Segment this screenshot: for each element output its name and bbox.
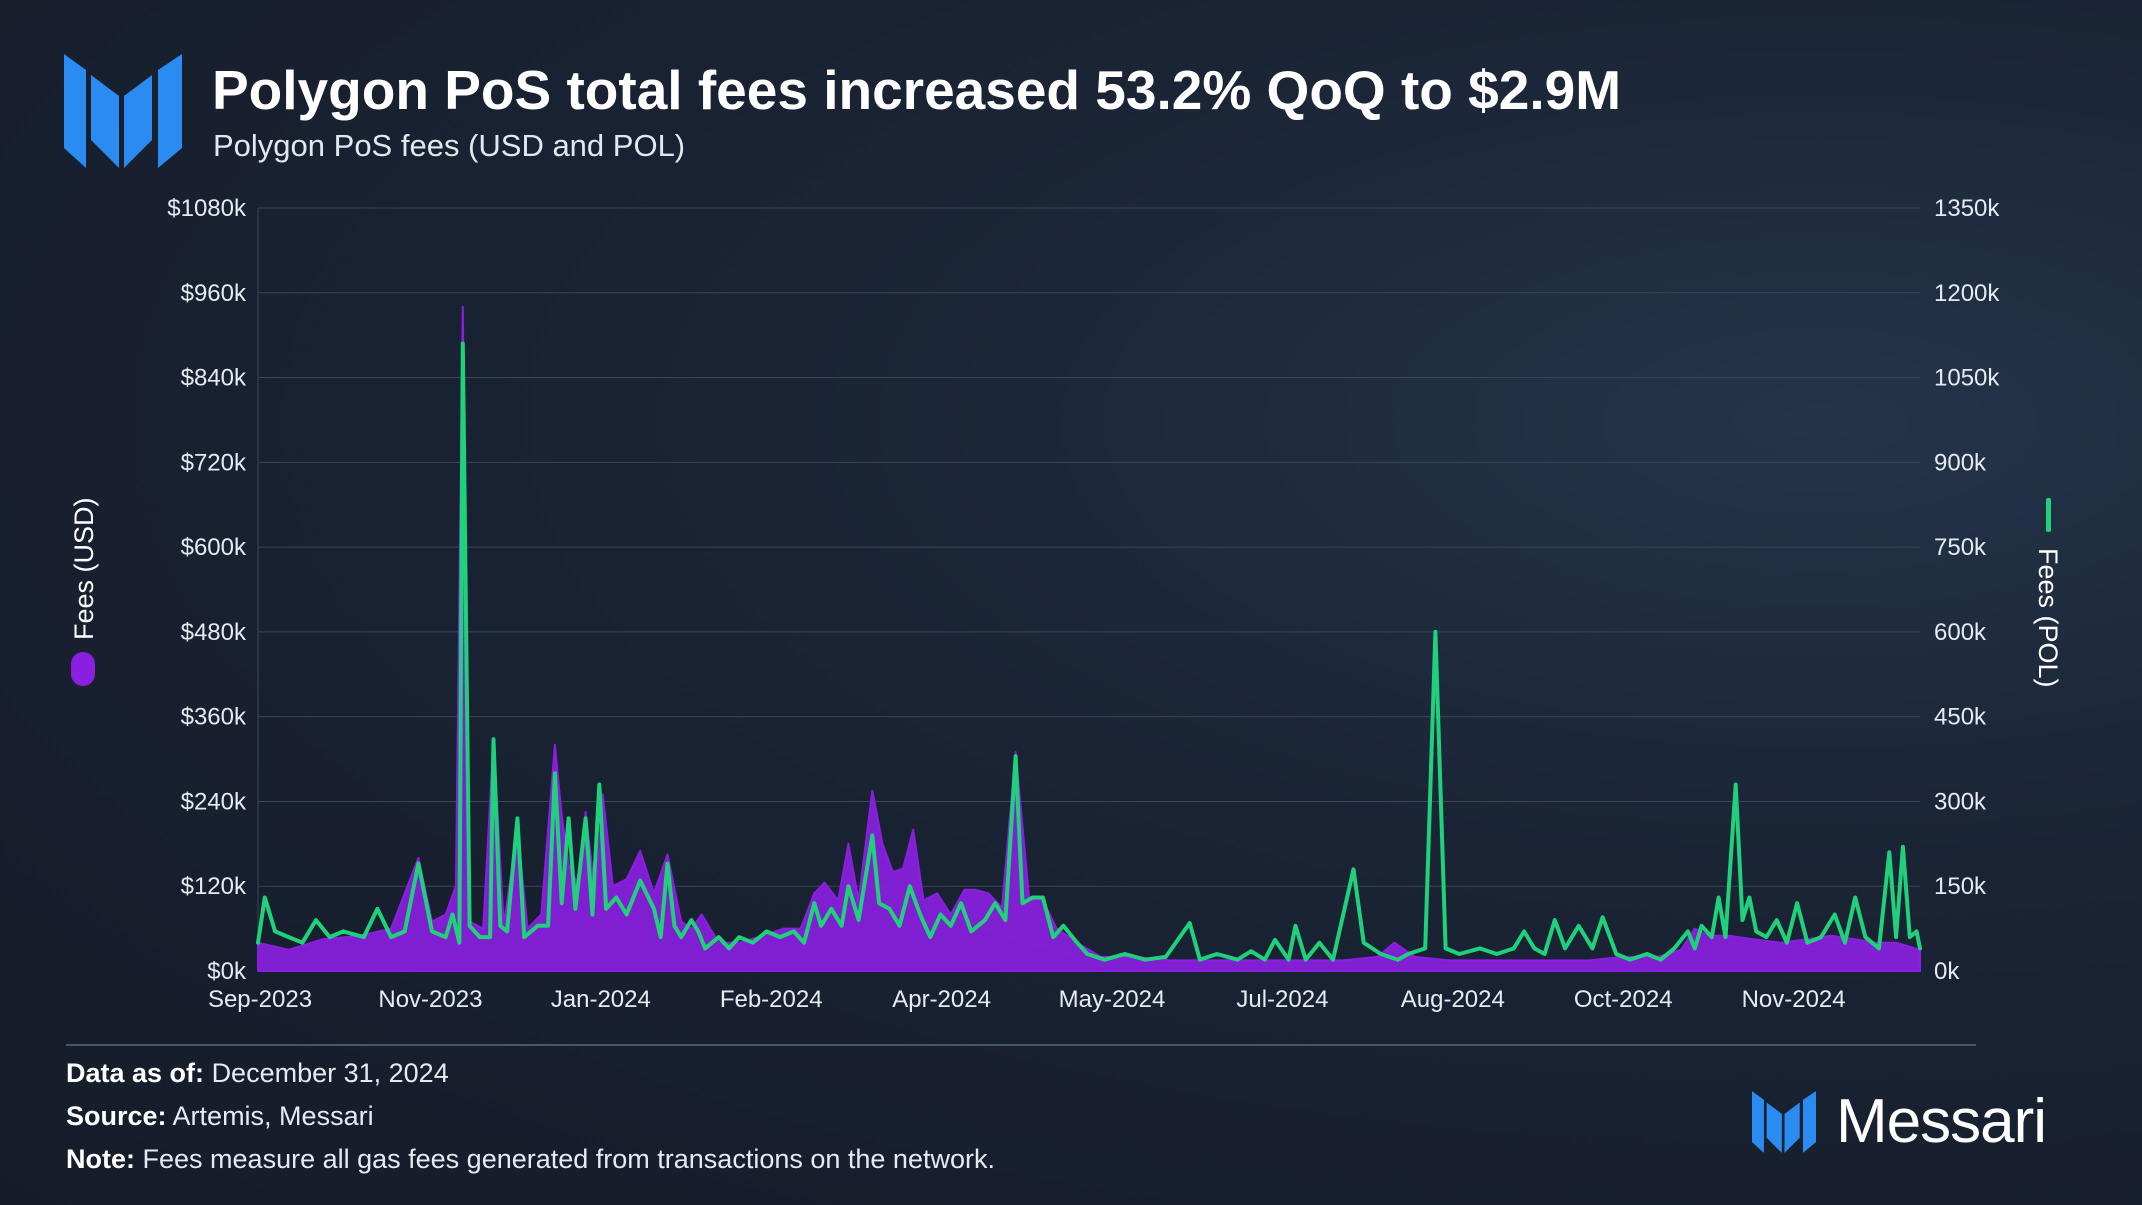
right-tick-label: 750k bbox=[1934, 534, 1987, 561]
left-tick-label: $720k bbox=[181, 449, 247, 476]
left-tick-label: $840k bbox=[181, 365, 247, 392]
left-tick-label: $0k bbox=[207, 958, 247, 985]
brand-lockup: Messari bbox=[1752, 1086, 2047, 1157]
data-as-of-label: Data as of: bbox=[66, 1058, 205, 1088]
right-tick-label: 450k bbox=[1934, 704, 1987, 731]
note-label: Note: bbox=[66, 1144, 135, 1174]
data-as-of-value: December 31, 2024 bbox=[211, 1058, 449, 1088]
page-title: Polygon PoS total fees increased 53.2% Q… bbox=[212, 59, 1622, 121]
footer-divider bbox=[66, 1044, 1976, 1046]
x-tick-label: Sep-2023 bbox=[208, 986, 312, 1013]
right-tick-label: 150k bbox=[1934, 873, 1987, 900]
source-label: Source: bbox=[66, 1101, 167, 1131]
brand-name: Messari bbox=[1836, 1087, 2047, 1156]
pol-legend-swatch bbox=[2046, 498, 2051, 532]
grid-layer bbox=[257, 207, 1920, 972]
x-tick-label: Nov-2023 bbox=[378, 986, 482, 1013]
left-axis-title: Fees (USD) bbox=[69, 497, 99, 640]
x-tick-label: Apr-2024 bbox=[892, 986, 991, 1013]
left-tick-label: $600k bbox=[181, 534, 247, 561]
messari-logo-icon bbox=[64, 54, 182, 173]
right-axis-legend: Fees (POL) bbox=[2033, 498, 2063, 688]
footer-source: Source: Artemis, Messari bbox=[66, 1101, 374, 1132]
right-tick-label: 600k bbox=[1934, 619, 1987, 646]
footer-note: Note: Fees measure all gas fees generate… bbox=[66, 1144, 995, 1175]
right-axis-ticks: 0k 150k 300k 450k 600k 750k 900k 1050k 1200k 1350… bbox=[1934, 195, 2000, 985]
note-value: Fees measure all gas fees generated from… bbox=[142, 1144, 995, 1174]
left-tick-label: $480k bbox=[181, 619, 247, 646]
x-tick-label: Nov-2024 bbox=[1742, 986, 1846, 1013]
fees-chart: $0k $120k $240k $360k $480k $600k $720k $840k $9… bbox=[69, 195, 2063, 1013]
x-tick-label: Jul-2024 bbox=[1236, 986, 1328, 1013]
right-axis-title: Fees (POL) bbox=[2033, 548, 2063, 688]
messari-brand-icon bbox=[1752, 1090, 1816, 1153]
left-axis-legend: Fees (USD) bbox=[69, 497, 99, 686]
x-tick-label: Jan-2024 bbox=[551, 986, 651, 1013]
x-axis-ticks: Sep-2023 Nov-2023 Jan-2024 Feb-2024 Apr-2024… bbox=[208, 986, 1846, 1013]
right-tick-label: 1200k bbox=[1934, 280, 2000, 307]
left-tick-label: $360k bbox=[181, 704, 247, 731]
pol-fees-line bbox=[256, 341, 1922, 962]
x-tick-label: Aug-2024 bbox=[1401, 986, 1505, 1013]
usd-area-layer bbox=[257, 305, 1921, 972]
usd-fees-area bbox=[257, 305, 1921, 972]
left-axis-ticks: $0k $120k $240k $360k $480k $600k $720k $840k $9… bbox=[167, 195, 247, 985]
left-tick-label: $240k bbox=[181, 788, 247, 815]
right-tick-label: 1350k bbox=[1934, 195, 2000, 222]
right-tick-label: 900k bbox=[1934, 449, 1987, 476]
right-tick-label: 1050k bbox=[1934, 365, 2000, 392]
x-tick-label: Feb-2024 bbox=[720, 986, 823, 1013]
pol-line-layer bbox=[256, 341, 1922, 962]
x-tick-label: May-2024 bbox=[1059, 986, 1166, 1013]
usd-legend-swatch bbox=[71, 652, 95, 686]
right-tick-label: 300k bbox=[1934, 788, 1987, 815]
page-subtitle: Polygon PoS fees (USD and POL) bbox=[213, 128, 686, 163]
x-tick-label: Oct-2024 bbox=[1574, 986, 1673, 1013]
left-tick-label: $120k bbox=[181, 873, 247, 900]
left-tick-label: $1080k bbox=[167, 195, 247, 222]
left-tick-label: $960k bbox=[181, 280, 247, 307]
right-tick-label: 0k bbox=[1934, 958, 1960, 985]
footer-data-as-of: Data as of: December 31, 2024 bbox=[66, 1058, 449, 1089]
source-value: Artemis, Messari bbox=[172, 1101, 374, 1131]
